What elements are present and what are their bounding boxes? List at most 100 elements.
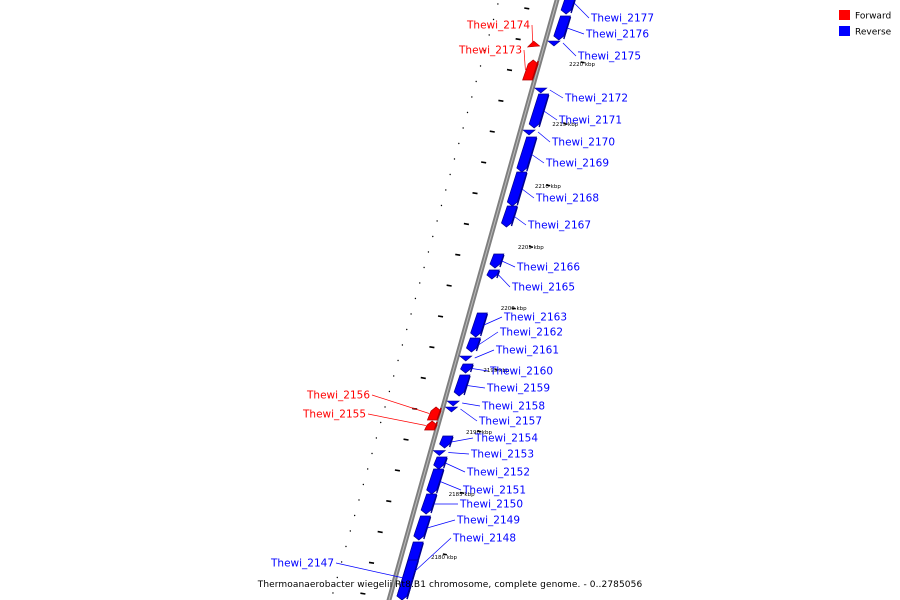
gene-label-Thewi_2160[interactable]: Thewi_2160	[489, 366, 553, 378]
tick-dot	[423, 266, 425, 269]
gene-label-Thewi_2163[interactable]: Thewi_2163	[503, 312, 567, 324]
gene-feature-Thewi_2163[interactable]	[470, 312, 488, 338]
gene-label-Thewi_2166[interactable]: Thewi_2166	[516, 262, 580, 274]
leader-line	[445, 462, 466, 473]
gene-label-Thewi_2148[interactable]: Thewi_2148	[452, 533, 516, 545]
tick-dash	[546, 184, 551, 187]
tick-dot	[449, 173, 451, 176]
gene-label-Thewi_2169[interactable]: Thewi_2169	[545, 158, 609, 170]
tick-dot	[479, 65, 482, 67]
gene-label-Thewi_2170[interactable]: Thewi_2170	[551, 137, 615, 149]
tick-dash	[403, 438, 409, 441]
gene-feature-shade	[499, 254, 505, 268]
tick-dot	[410, 313, 412, 315]
leader-line	[537, 131, 551, 143]
gene-label-Thewi_2177[interactable]: Thewi_2177	[590, 13, 654, 25]
gene-feature-Thewi_2153[interactable]	[432, 450, 447, 456]
gene-label-Thewi_2172[interactable]: Thewi_2172	[564, 93, 628, 105]
gene-feature-Thewi_2172[interactable]	[533, 87, 548, 94]
gene-label-Thewi_2152[interactable]: Thewi_2152	[466, 467, 530, 479]
gene-feature-shade	[436, 407, 442, 420]
tick-dot	[462, 127, 464, 129]
gene-feature-Thewi_2169[interactable]	[516, 136, 538, 173]
label-leader-lines	[335, 2, 590, 581]
gene-label-Thewi_2176[interactable]: Thewi_2176	[585, 29, 649, 41]
gene-feature-Thewi_2150[interactable]	[420, 493, 438, 515]
tick-dot	[475, 80, 477, 83]
gene-feature-Thewi_2162[interactable]	[466, 337, 481, 353]
leader-line	[478, 331, 499, 346]
gene-feature-Thewi_2151[interactable]	[426, 468, 445, 495]
gene-feature-Thewi_2177[interactable]	[560, 0, 577, 15]
gene-feature-Thewi_2168[interactable]	[506, 171, 528, 207]
gene-feature-Thewi_2149[interactable]	[413, 515, 432, 541]
gene-label-Thewi_2171[interactable]: Thewi_2171	[558, 115, 622, 127]
tick-dash	[524, 7, 530, 10]
gene-label-Thewi_2159[interactable]: Thewi_2159	[486, 383, 550, 395]
tick-dot	[366, 468, 369, 470]
gene-label-Thewi_2158[interactable]: Thewi_2158	[481, 401, 545, 413]
tick-dash	[515, 38, 521, 41]
gene-label-Thewi_2173[interactable]: Thewi_2173	[458, 45, 522, 57]
gene-feature-Thewi_2155[interactable]	[424, 420, 438, 431]
gene-label-Thewi_2175[interactable]: Thewi_2175	[577, 51, 641, 63]
gene-label-Thewi_2167[interactable]: Thewi_2167	[527, 220, 591, 232]
gene-feature-Thewi_2166[interactable]	[489, 253, 505, 269]
gene-label-Thewi_2149[interactable]: Thewi_2149	[456, 515, 520, 527]
tick-dash	[368, 561, 375, 564]
gene-feature-Thewi_2152[interactable]	[433, 456, 448, 470]
legend-forward-label: Forward	[855, 12, 891, 22]
leader-line	[523, 49, 526, 71]
tick-dot	[393, 375, 395, 377]
gene-label-Thewi_2147[interactable]: Thewi_2147	[270, 558, 334, 570]
legend-forward-swatch	[839, 10, 850, 20]
tick-dash	[394, 469, 401, 472]
tick-dash	[446, 284, 452, 287]
gene-feature-Thewi_2154[interactable]	[439, 435, 454, 449]
gene-feature-Thewi_2167[interactable]	[501, 205, 518, 228]
gene-feature-Thewi_2158[interactable]	[446, 400, 460, 407]
tick-dot	[427, 251, 430, 253]
tick-dot	[414, 297, 417, 300]
gene-feature-Thewi_2174[interactable]	[526, 40, 541, 48]
gene-label-Thewi_2156[interactable]: Thewi_2156	[306, 390, 370, 402]
gene-feature-Thewi_2160[interactable]	[460, 363, 474, 374]
gene-label-Thewi_2157[interactable]: Thewi_2157	[478, 416, 542, 428]
gene-label-Thewi_2174[interactable]: Thewi_2174	[466, 20, 530, 32]
tick-dot	[471, 96, 473, 98]
gene-label-Thewi_2153[interactable]: Thewi_2153	[470, 449, 534, 461]
gene-label-Thewi_2150[interactable]: Thewi_2150	[459, 499, 523, 511]
gene-feature-Thewi_2171[interactable]	[528, 93, 550, 129]
tick-dot	[445, 189, 447, 191]
tick-dot	[432, 235, 434, 238]
gene-label-Thewi_2162[interactable]: Thewi_2162	[499, 327, 563, 339]
gene-feature-Thewi_2175[interactable]	[547, 40, 561, 47]
kbp-label: 2185 kbp	[449, 492, 475, 498]
tick-dot	[353, 514, 356, 517]
tick-dot	[384, 406, 386, 408]
legend-reverse-swatch	[839, 26, 850, 36]
tick-dash	[442, 553, 448, 556]
gene-feature-Thewi_2170[interactable]	[522, 129, 536, 136]
tick-dot	[497, 3, 499, 5]
leader-line	[414, 537, 452, 572]
gene-feature-Thewi_2147[interactable]	[396, 559, 419, 600]
leader-line	[427, 519, 456, 529]
leader-line	[448, 452, 470, 455]
outer-tick-dots	[332, 3, 499, 594]
tick-dash	[386, 500, 392, 503]
gene-feature-Thewi_2165[interactable]	[486, 269, 500, 280]
gene-feature-Thewi_2176[interactable]	[553, 15, 572, 41]
gene-label-Thewi_2154[interactable]: Thewi_2154	[474, 433, 538, 445]
gene-label-Thewi_2165[interactable]: Thewi_2165	[511, 282, 575, 294]
gene-feature-Thewi_2157[interactable]	[444, 406, 459, 413]
minor-tick-marks	[360, 7, 585, 595]
gene-label-Thewi_2161[interactable]: Thewi_2161	[495, 345, 559, 357]
leader-line	[367, 413, 426, 426]
leader-line	[474, 349, 495, 359]
gene-feature-Thewi_2161[interactable]	[458, 355, 473, 362]
gene-feature-Thewi_2159[interactable]	[453, 374, 471, 397]
gene-label-Thewi_2168[interactable]: Thewi_2168	[535, 193, 599, 205]
gene-label-Thewi_2151[interactable]: Thewi_2151	[462, 485, 526, 497]
gene-label-Thewi_2155[interactable]: Thewi_2155	[302, 409, 366, 421]
